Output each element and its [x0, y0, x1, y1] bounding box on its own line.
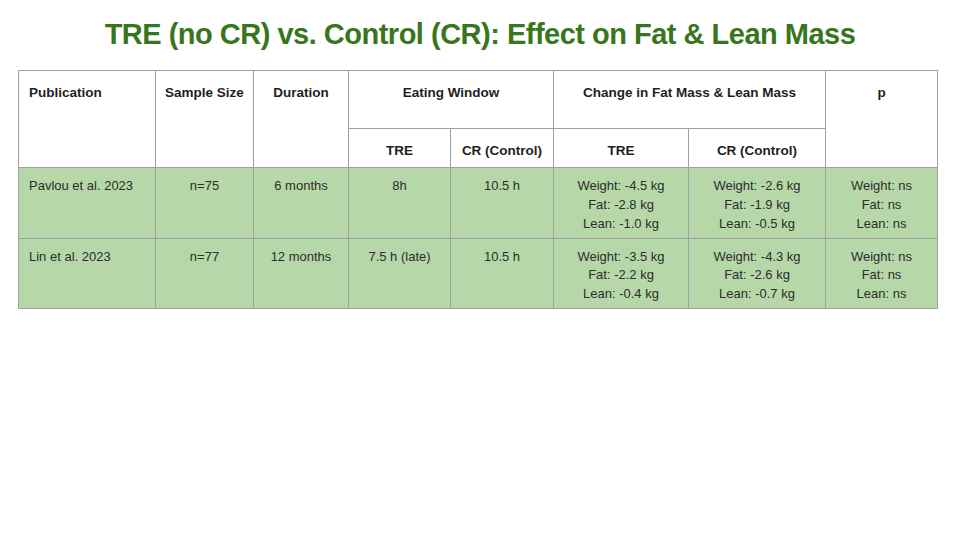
cell-eating-window-cr: 10.5 h	[451, 168, 554, 239]
cell-sample-size: n=75	[156, 168, 254, 239]
cell-p-values: Weight: ns Fat: ns Lean: ns	[826, 238, 938, 309]
page-title: TRE (no CR) vs. Control (CR): Effect on …	[0, 18, 960, 51]
cell-change-tre: Weight: -3.5 kg Fat: -2.2 kg Lean: -0.4 …	[554, 238, 689, 309]
cell-sample-size: n=77	[156, 238, 254, 309]
col-subheader-eating-window-tre: TRE	[349, 129, 451, 168]
cell-p-values: Weight: ns Fat: ns Lean: ns	[826, 168, 938, 239]
col-subheader-change-tre: TRE	[554, 129, 689, 168]
col-subheader-change-cr: CR (Control)	[689, 129, 826, 168]
cell-change-tre: Weight: -4.5 kg Fat: -2.8 kg Lean: -1.0 …	[554, 168, 689, 239]
cell-eating-window-tre: 7.5 h (late)	[349, 238, 451, 309]
slide: TRE (no CR) vs. Control (CR): Effect on …	[0, 0, 960, 540]
col-header-sample-size: Sample Size	[156, 71, 254, 168]
table-row: Lin et al. 2023 n=77 12 months 7.5 h (la…	[19, 238, 938, 309]
cell-duration: 12 months	[254, 238, 349, 309]
col-header-p: p	[826, 71, 938, 168]
cell-eating-window-cr: 10.5 h	[451, 238, 554, 309]
cell-eating-window-tre: 8h	[349, 168, 451, 239]
col-header-eating-window: Eating Window	[349, 71, 554, 129]
study-comparison-table: Publication Sample Size Duration Eating …	[18, 70, 938, 309]
cell-duration: 6 months	[254, 168, 349, 239]
col-header-publication: Publication	[19, 71, 156, 168]
cell-change-cr: Weight: -2.6 kg Fat: -1.9 kg Lean: -0.5 …	[689, 168, 826, 239]
cell-publication: Pavlou et al. 2023	[19, 168, 156, 239]
col-subheader-eating-window-cr: CR (Control)	[451, 129, 554, 168]
cell-publication: Lin et al. 2023	[19, 238, 156, 309]
col-header-duration: Duration	[254, 71, 349, 168]
col-header-change-fat-lean: Change in Fat Mass & Lean Mass	[554, 71, 826, 129]
table-header-row-1: Publication Sample Size Duration Eating …	[19, 71, 938, 129]
cell-change-cr: Weight: -4.3 kg Fat: -2.6 kg Lean: -0.7 …	[689, 238, 826, 309]
table-row: Pavlou et al. 2023 n=75 6 months 8h 10.5…	[19, 168, 938, 239]
